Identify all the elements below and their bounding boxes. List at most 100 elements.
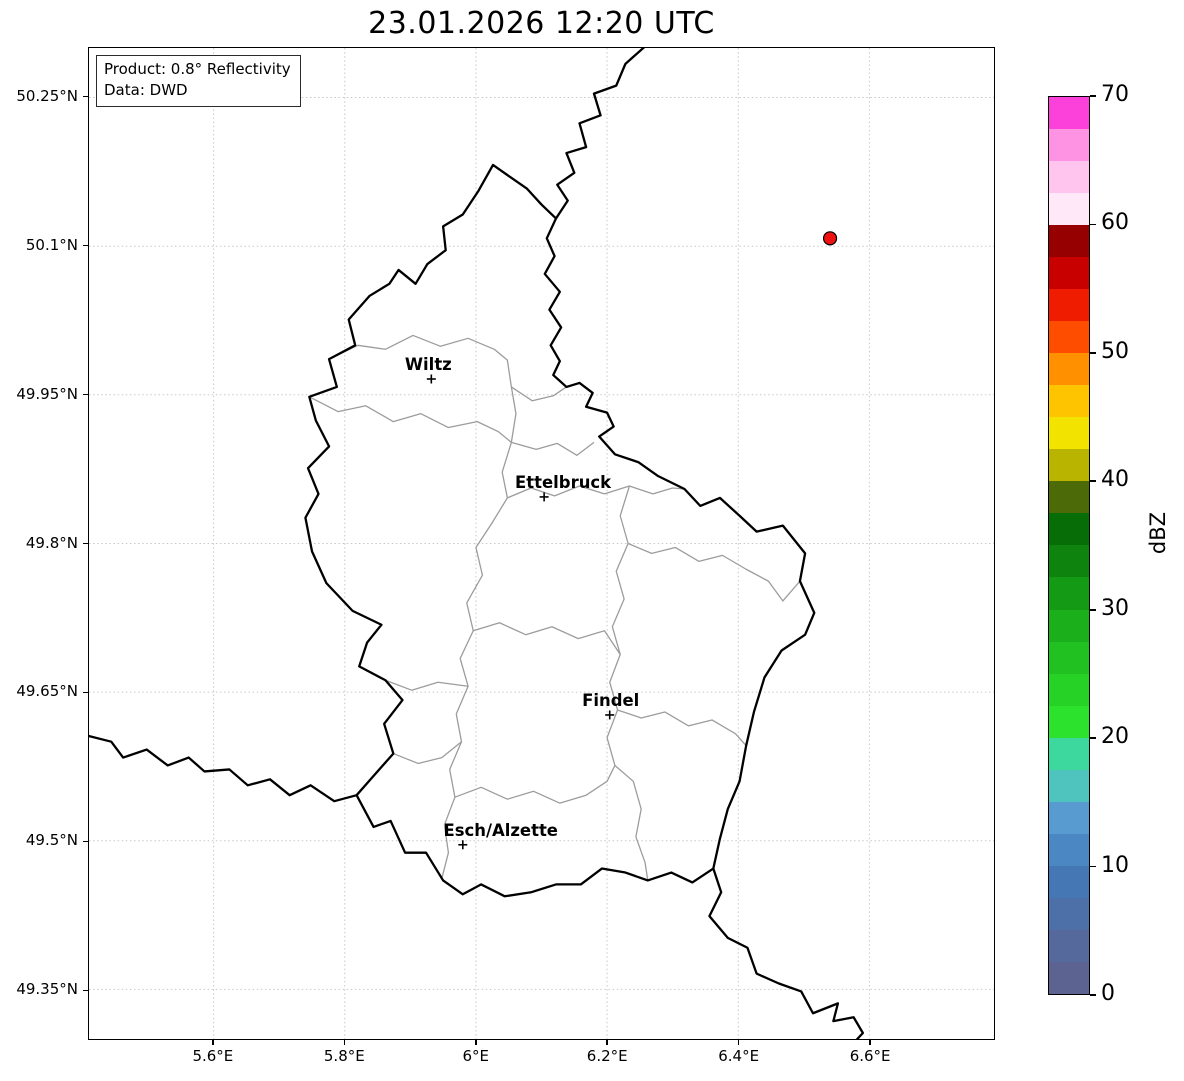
y-axis-label: 49.35°N (16, 980, 78, 999)
colorbar-tick-label: 10 (1101, 852, 1129, 878)
x-axis-label: 6°E (462, 1047, 490, 1065)
city-label-wiltz: Wiltz (405, 355, 452, 374)
city-marker-esch-alzette: Esch/Alzette (443, 821, 558, 850)
colorbar-segment-7.5 (1049, 865, 1089, 898)
y-axis-tick (83, 989, 88, 992)
colorbar-segment-0 (1049, 961, 1089, 994)
neighbor-country-border (555, 48, 646, 220)
y-axis-label: 49.95°N (16, 384, 78, 403)
luxembourg-border (304, 163, 816, 898)
colorbar-segment-2.5 (1049, 929, 1089, 962)
colorbar-segment-20 (1049, 705, 1089, 738)
neighbor-country-border (89, 734, 357, 803)
colorbar-segment-25 (1049, 641, 1089, 674)
colorbar-segment-57.5 (1049, 225, 1089, 258)
colorbar-segment-22.5 (1049, 673, 1089, 706)
colorbar-segment-42.5 (1049, 417, 1089, 450)
colorbar-segment-30 (1049, 577, 1089, 610)
colorbar-segment-40 (1049, 449, 1089, 482)
colorbar-tick-label: 60 (1101, 210, 1129, 236)
luxembourg-radar-map: Wiltz Ettelbruck Findel Esch/Alzette (89, 48, 994, 1039)
colorbar-tick (1090, 994, 1096, 996)
city-marker-findel: Findel (582, 691, 639, 720)
colorbar-segment-12.5 (1049, 801, 1089, 834)
x-axis-tick (212, 1040, 214, 1045)
canton-border (511, 441, 595, 456)
canton-border (507, 485, 685, 499)
x-axis-label: 5.6°E (192, 1047, 234, 1065)
y-axis-label: 49.65°N (16, 682, 78, 701)
product-info-line: Product: 0.8° Reflectivity (104, 60, 291, 78)
colorbar-segment-15 (1049, 769, 1089, 802)
y-axis-tick (83, 691, 88, 694)
colorbar-tick (1090, 608, 1096, 611)
y-axis-label: 49.8°N (25, 533, 78, 552)
city-label-ettelbruck: Ettelbruck (515, 473, 612, 492)
y-axis-tick (83, 840, 88, 843)
canton-border (454, 765, 616, 804)
x-axis-tick (343, 1040, 346, 1045)
colorbar-tick-label: 70 (1101, 82, 1129, 107)
colorbar-tick-label: 30 (1101, 595, 1129, 621)
colorbar-segment-67.5 (1049, 97, 1089, 130)
y-axis-tick (83, 542, 88, 545)
canton-border (385, 679, 469, 691)
x-axis-tick (474, 1040, 477, 1045)
x-axis-label: 5.8°E (323, 1047, 365, 1065)
colorbar-tick-label: 20 (1101, 724, 1129, 750)
canton-border (328, 334, 567, 402)
colorbar-segment-62.5 (1049, 161, 1089, 194)
colorbar-tick (1090, 352, 1096, 354)
data-source-line: Data: DWD (104, 81, 188, 99)
colorbar-segment-32.5 (1049, 545, 1089, 578)
colorbar-segment-5 (1049, 897, 1089, 930)
neighbor-country-border (708, 868, 865, 1039)
colorbar-tick (1090, 737, 1096, 739)
colorbar (1048, 96, 1090, 995)
x-axis-tick (606, 1040, 609, 1045)
map-plot: Wiltz Ettelbruck Findel Esch/Alzette Produc… (88, 47, 995, 1040)
radar-site-dot (822, 231, 838, 246)
colorbar-segment-35 (1049, 513, 1089, 546)
y-axis-tick (83, 393, 88, 396)
colorbar-segment-45 (1049, 385, 1089, 418)
figure-title: 23.01.2026 12:20 UTC (368, 6, 715, 41)
colorbar-segment-65 (1049, 129, 1089, 162)
x-axis-tick (869, 1040, 871, 1045)
x-axis-label: 6.2°E (586, 1047, 628, 1065)
colorbar-segment-17.5 (1049, 737, 1089, 770)
colorbar-segment-37.5 (1049, 481, 1089, 514)
colorbar-tick-label: 40 (1101, 467, 1129, 493)
colorbar-segment-52.5 (1049, 289, 1089, 322)
colorbar-segment-60 (1049, 193, 1089, 226)
city-marker-wiltz: Wiltz (405, 355, 452, 384)
canton-border (473, 622, 621, 655)
y-axis-label: 49.5°N (25, 831, 78, 850)
canton-border (393, 741, 462, 765)
colorbar-segment-50 (1049, 321, 1089, 354)
y-axis-tick (83, 244, 88, 247)
colorbar-segment-27.5 (1049, 609, 1089, 642)
city-label-findel: Findel (582, 691, 639, 710)
x-axis-label: 6.6°E (849, 1047, 891, 1065)
y-axis-label: 50.1°N (25, 235, 78, 254)
x-axis-label: 6.4°E (718, 1047, 760, 1065)
colorbar-tick (1090, 223, 1096, 226)
colorbar-segment-47.5 (1049, 353, 1089, 386)
colorbar-tick-label: 50 (1101, 338, 1129, 364)
colorbar-tick (1090, 865, 1096, 868)
canton-border (617, 709, 747, 747)
colorbar-tick-label: 0 (1101, 981, 1115, 1006)
canton-border (510, 386, 517, 443)
colorbar-segment-55 (1049, 257, 1089, 290)
product-info-box: Product: 0.8° Reflectivity Data: DWD (96, 55, 301, 107)
y-axis-tick (83, 95, 88, 98)
city-marker-ettelbruck: Ettelbruck (515, 473, 612, 502)
canton-border (309, 396, 512, 443)
city-label-esch-alzette: Esch/Alzette (443, 821, 558, 840)
y-axis-label: 50.25°N (16, 86, 78, 105)
canton-border (627, 542, 801, 602)
colorbar-tick (1090, 95, 1096, 97)
canton-border (441, 442, 512, 879)
